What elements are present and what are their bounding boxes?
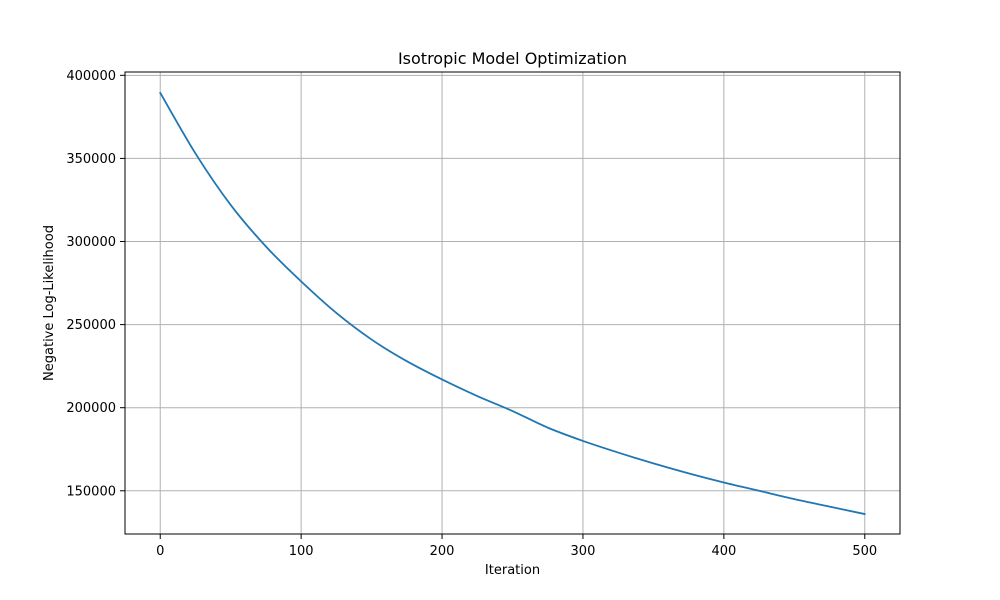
chart-title: Isotropic Model Optimization [398,49,627,68]
series-line [159,91,866,515]
x-axis-ticks: 0 100 200 300 400 500 [156,534,877,559]
y-tick-label: 300000 [66,235,116,250]
y-tick-label: 350000 [66,152,116,167]
x-axis-label: Iteration [485,563,540,578]
x-tick-label: 400 [711,544,736,559]
x-tick-label: 100 [289,544,314,559]
series-layer [159,91,866,515]
x-tick-label: 200 [430,544,455,559]
y-tick-label: 150000 [66,484,116,499]
x-tick-label: 300 [571,544,596,559]
y-tick-label: 400000 [66,69,116,84]
plot-frame [124,71,901,535]
x-tick-label: 0 [156,544,164,559]
x-tick-label: 500 [852,544,877,559]
grid [125,72,900,534]
y-axis-ticks: 150000 200000 250000 300000 350000 400000 [66,69,125,499]
y-tick-label: 250000 [66,318,116,333]
y-tick-label: 200000 [66,401,116,416]
y-axis-label: Negative Log-Likelihood [42,225,57,381]
